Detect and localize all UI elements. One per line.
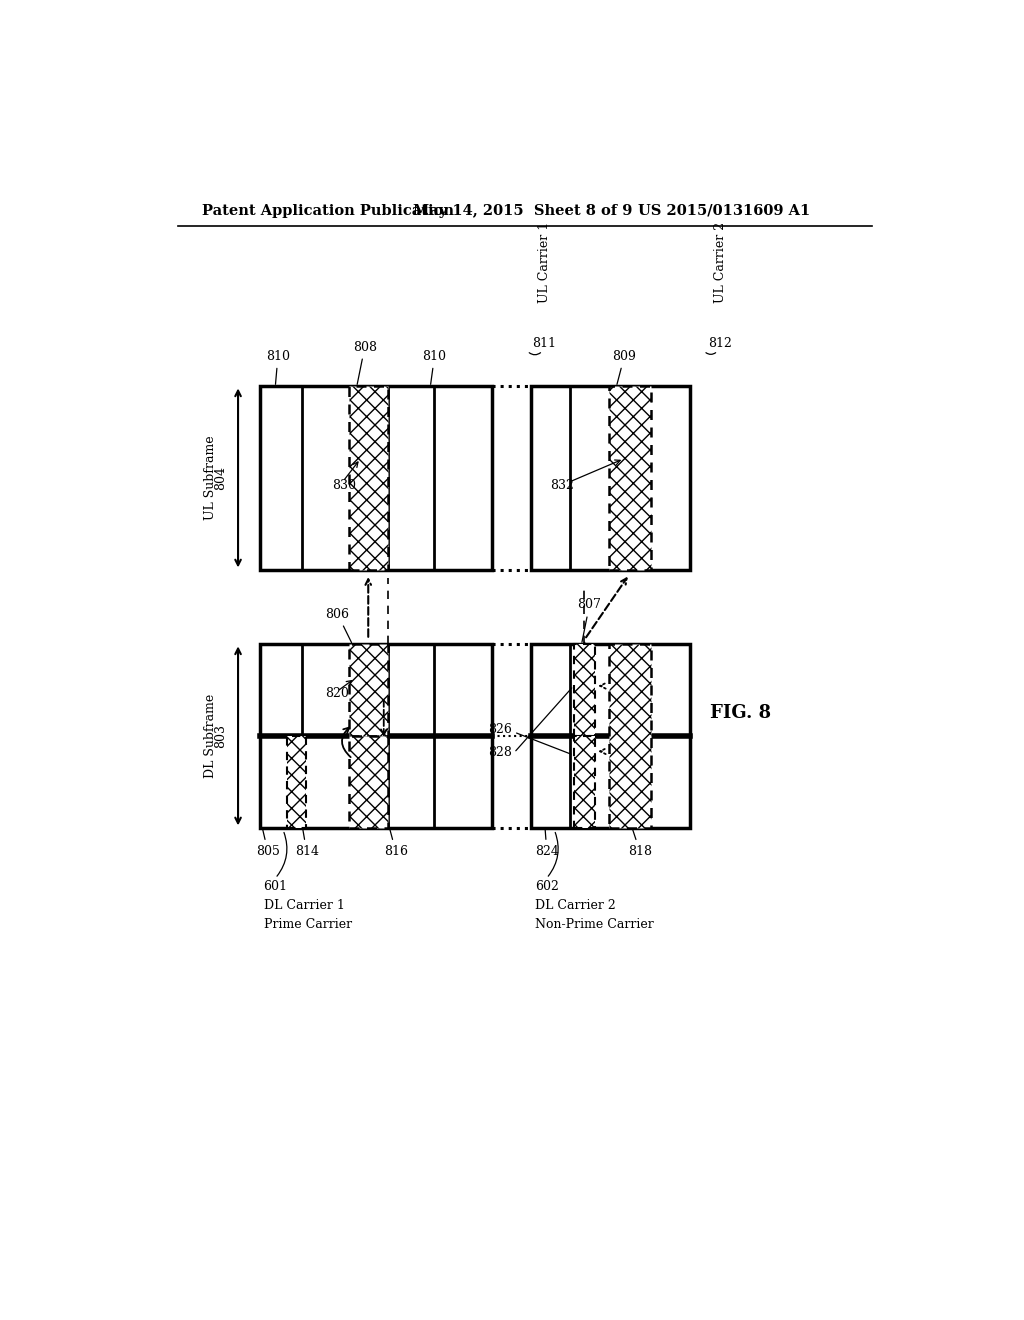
Bar [573, 644, 595, 737]
Text: DL Subframe: DL Subframe [204, 694, 217, 777]
Text: 814: 814 [295, 829, 318, 858]
Text: Non-Prime Carrier: Non-Prime Carrier [535, 917, 653, 931]
Text: 818: 818 [628, 829, 652, 858]
Bar [260, 385, 493, 570]
Bar [531, 385, 690, 570]
Bar [608, 385, 651, 570]
Text: 828: 828 [488, 746, 512, 759]
Text: 816: 816 [384, 829, 408, 858]
Bar [349, 737, 388, 829]
Text: UL Subframe: UL Subframe [204, 436, 217, 520]
Text: 812: 812 [708, 337, 731, 350]
Bar [260, 644, 493, 829]
Text: DL Carrier 1: DL Carrier 1 [263, 899, 344, 912]
Bar [349, 644, 388, 737]
Text: 826: 826 [488, 723, 512, 737]
Text: 810: 810 [423, 350, 446, 384]
Text: 809: 809 [612, 350, 636, 384]
Text: 806: 806 [326, 607, 351, 643]
Text: 601: 601 [263, 879, 288, 892]
Text: 824: 824 [535, 829, 559, 858]
Text: 805: 805 [256, 829, 280, 858]
Text: 803: 803 [214, 723, 227, 748]
Text: US 2015/0131609 A1: US 2015/0131609 A1 [638, 203, 810, 218]
Text: 808: 808 [352, 341, 377, 384]
Text: DL Carrier 2: DL Carrier 2 [535, 899, 615, 912]
Bar [608, 644, 651, 829]
Text: 602: 602 [535, 879, 559, 892]
Text: Patent Application Publication: Patent Application Publication [202, 203, 454, 218]
Bar [349, 385, 388, 570]
Text: Prime Carrier: Prime Carrier [263, 917, 352, 931]
Text: May 14, 2015  Sheet 8 of 9: May 14, 2015 Sheet 8 of 9 [414, 203, 633, 218]
Text: FIG. 8: FIG. 8 [710, 704, 771, 722]
Text: UL Carrier 2: UL Carrier 2 [715, 222, 727, 302]
Text: 804: 804 [214, 466, 227, 490]
Bar [531, 644, 690, 829]
Text: 810: 810 [266, 350, 290, 384]
Text: 820: 820 [326, 686, 349, 700]
Text: 830: 830 [332, 479, 355, 492]
Text: 807: 807 [578, 598, 601, 643]
Text: 832: 832 [550, 479, 574, 492]
Text: 811: 811 [532, 337, 557, 350]
Text: UL Carrier 1: UL Carrier 1 [539, 222, 552, 304]
Bar [573, 737, 595, 829]
Bar [287, 737, 306, 829]
